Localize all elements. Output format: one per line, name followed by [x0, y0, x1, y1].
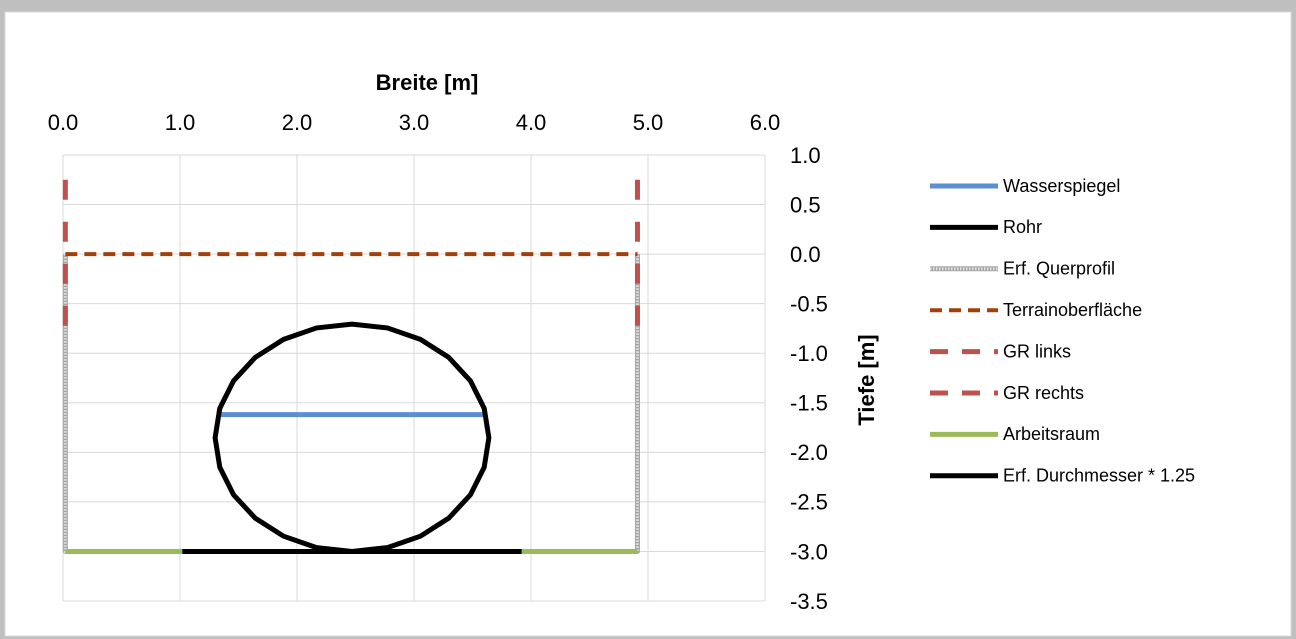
- y-tick-label: -3.5: [790, 589, 828, 614]
- y-tick-label: -3.0: [790, 539, 828, 564]
- y-tick-label: -1.5: [790, 391, 828, 416]
- legend-label: Rohr: [1003, 217, 1042, 237]
- x-tick-label: 5.0: [633, 110, 664, 135]
- x-tick-label: 2.0: [282, 110, 313, 135]
- legend-label: GR links: [1003, 341, 1071, 361]
- legend-label: Erf. Durchmesser * 1.25: [1003, 466, 1195, 486]
- y-tick-label: 0.0: [790, 242, 821, 267]
- y-tick-label: -0.5: [790, 291, 828, 316]
- y-axis-title: Tiefe [m]: [854, 334, 879, 425]
- y-tick-label: -2.0: [790, 440, 828, 465]
- y-tick-label: -1.0: [790, 341, 828, 366]
- x-tick-label: 4.0: [516, 110, 547, 135]
- x-axis-title: Breite [m]: [376, 70, 479, 95]
- legend-label: Terrainoberfläche: [1003, 300, 1142, 320]
- legend-label: GR rechts: [1003, 383, 1084, 403]
- x-tick-label: 1.0: [165, 110, 196, 135]
- series-line: [212, 321, 492, 554]
- legend-label: Wasserspiegel: [1003, 176, 1120, 196]
- legend-label: Arbeitsraum: [1003, 424, 1100, 444]
- legend-label: Erf. Querprofil: [1003, 259, 1115, 279]
- y-tick-label: 1.0: [790, 143, 821, 168]
- x-tick-label: 3.0: [399, 110, 430, 135]
- y-tick-label: -2.5: [790, 490, 828, 515]
- x-tick-label: 6.0: [750, 110, 781, 135]
- x-tick-label: 0.0: [48, 110, 79, 135]
- y-tick-label: 0.5: [790, 192, 821, 217]
